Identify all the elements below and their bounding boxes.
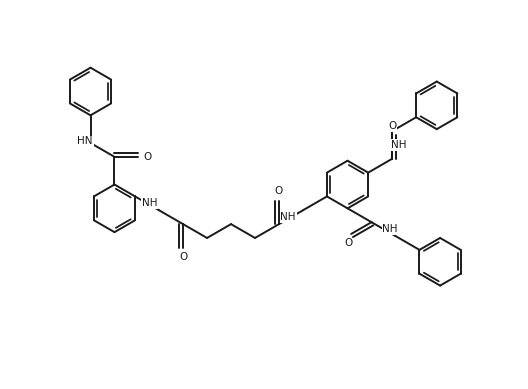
- Text: O: O: [344, 238, 353, 248]
- Text: O: O: [143, 152, 152, 162]
- Text: NH: NH: [280, 212, 296, 222]
- Text: NH: NH: [142, 198, 158, 209]
- Text: NH: NH: [391, 140, 407, 150]
- Text: NH: NH: [382, 224, 398, 234]
- Text: O: O: [388, 121, 397, 131]
- Text: O: O: [179, 252, 187, 262]
- Text: HN: HN: [77, 136, 93, 146]
- Text: O: O: [275, 186, 283, 196]
